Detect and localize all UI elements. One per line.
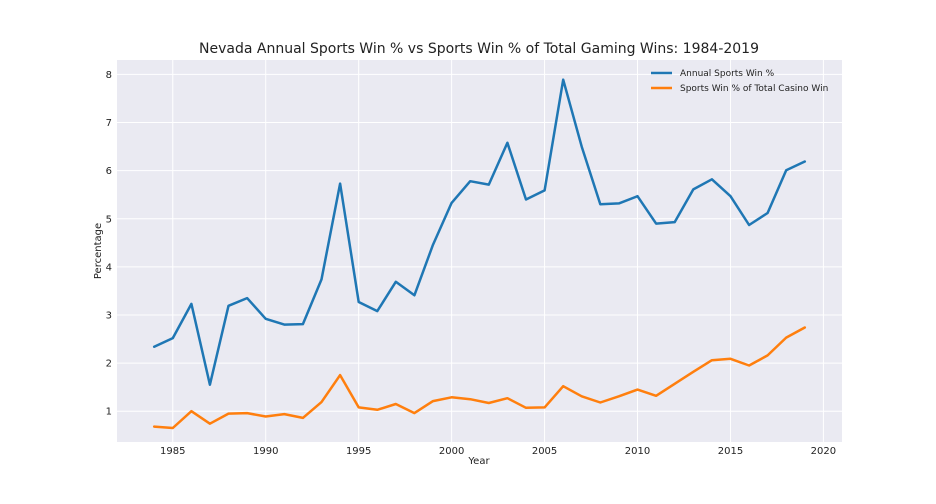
series-line-sports-win-of-casino-win bbox=[152, 326, 807, 430]
x-tick-label: 2015 bbox=[718, 446, 743, 457]
x-axis-label: Year bbox=[467, 456, 490, 467]
x-tick-label: 2020 bbox=[811, 446, 836, 457]
legend-entry-label: Sports Win % of Total Casino Win bbox=[680, 84, 828, 94]
chart-title: Nevada Annual Sports Win % vs Sports Win… bbox=[199, 41, 759, 57]
y-tick-label: 2 bbox=[106, 359, 112, 370]
y-tick-label: 6 bbox=[106, 166, 112, 177]
series-line-annual-sports-win bbox=[152, 78, 807, 386]
legend-entry-label: Annual Sports Win % bbox=[680, 69, 775, 79]
x-tick-label: 1995 bbox=[346, 446, 371, 457]
x-tick-label: 1990 bbox=[253, 446, 278, 457]
x-tick-label: 1985 bbox=[160, 446, 185, 457]
plot-background bbox=[117, 60, 842, 442]
y-tick-label: 7 bbox=[106, 118, 112, 129]
x-tick-label: 2000 bbox=[439, 446, 464, 457]
y-axis-label: Percentage bbox=[93, 223, 104, 279]
grid-lines bbox=[117, 60, 842, 442]
x-tick-label: 2005 bbox=[532, 446, 557, 457]
y-tick-label: 8 bbox=[106, 70, 112, 81]
x-tick-labels: 1985 1990 1995 2000 2005 2010 2015 2020 bbox=[160, 446, 836, 457]
y-tick-labels: 1 2 3 4 5 6 7 8 bbox=[106, 70, 112, 418]
y-tick-label: 5 bbox=[106, 214, 112, 225]
y-tick-label: 4 bbox=[106, 262, 112, 273]
legend: Annual Sports Win % Sports Win % of Total… bbox=[651, 69, 828, 94]
series-layer bbox=[152, 78, 807, 430]
y-tick-label: 3 bbox=[106, 310, 112, 321]
y-tick-label: 1 bbox=[106, 407, 112, 418]
x-tick-label: 2010 bbox=[625, 446, 650, 457]
